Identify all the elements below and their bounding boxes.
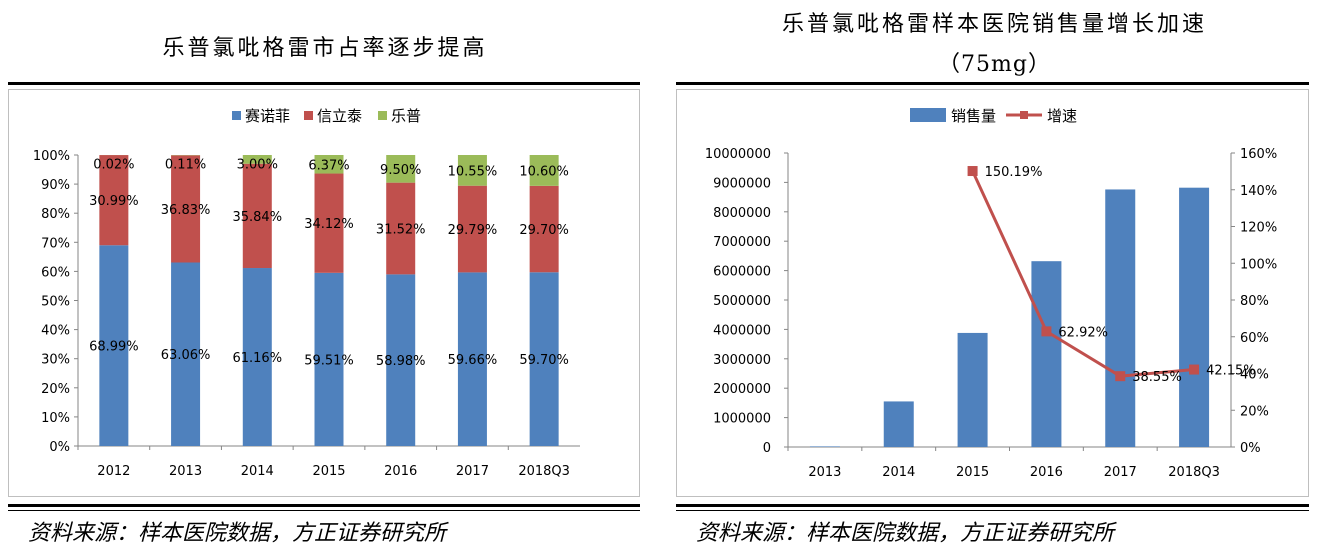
left-source-rule-top: [8, 504, 640, 507]
growth-data-label: 62.92%: [1058, 325, 1108, 340]
left-source-rule-bottom: [8, 510, 640, 511]
legend-swatch-sales: [910, 108, 946, 122]
y-right-tick-label: 80%: [1240, 294, 1269, 309]
y-right-tick-label: 140%: [1240, 184, 1277, 199]
y-right-tick-label: 100%: [1240, 257, 1277, 272]
data-label: 29.79%: [448, 223, 498, 238]
sales-bar: [1031, 261, 1061, 447]
growth-line: [973, 171, 1194, 376]
y-left-tick-label: 10000000: [705, 147, 771, 162]
x-tick-label: 2016: [1030, 465, 1063, 480]
legend-swatch-1: [232, 111, 241, 120]
data-label: 35.84%: [232, 210, 282, 225]
right-combo-chart: 销售量 增速 0 1000000 2000000 3000000 4000000 500000…: [676, 0, 1323, 546]
data-label: 6.37%: [308, 158, 349, 173]
data-label: 63.06%: [161, 348, 211, 363]
x-tick-label: 2014: [882, 465, 915, 480]
data-label: 10.55%: [448, 164, 498, 179]
growth-marker: [1115, 371, 1125, 381]
legend-label-growth: 增速: [1047, 107, 1077, 125]
data-label: 9.50%: [380, 163, 421, 178]
x-tick-label: 2015: [956, 465, 989, 480]
sales-bar: [1179, 188, 1209, 447]
data-label: 68.99%: [89, 340, 139, 355]
right-source-rule-bottom: [676, 510, 1309, 511]
y-tick-label: 90%: [41, 178, 70, 193]
y-left-tick-label: 0: [763, 441, 771, 456]
growth-marker: [968, 166, 978, 176]
growth-data-label: 42.15%: [1206, 364, 1256, 379]
x-tick-label: 2014: [241, 464, 274, 479]
y-left-tick-label: 6000000: [713, 265, 771, 280]
right-source-rule-top: [676, 504, 1309, 507]
data-label: 59.70%: [519, 353, 569, 368]
growth-data-label: 150.19%: [985, 165, 1043, 180]
y-right-tick-label: 160%: [1240, 147, 1277, 162]
legend-swatch-3: [378, 111, 387, 120]
left-source-note: 资料来源：样本医院数据，方正证券研究所: [28, 515, 446, 547]
x-tick-label: 2016: [384, 464, 417, 479]
legend-label-2: 信立泰: [317, 107, 362, 125]
x-tick-label: 2017: [456, 464, 489, 479]
sales-bar: [810, 446, 840, 447]
y-tick-label: 50%: [41, 295, 70, 310]
y-tick-label: 10%: [41, 411, 70, 426]
y-left-tick-label: 3000000: [713, 353, 771, 368]
y-left-tick-label: 2000000: [713, 382, 771, 397]
sales-bar: [1105, 189, 1135, 447]
sales-bar: [958, 333, 988, 447]
y-tick-label: 30%: [41, 353, 70, 368]
data-label: 29.70%: [519, 223, 569, 238]
x-tick-label: 2015: [312, 464, 345, 479]
data-label: 58.98%: [376, 354, 426, 369]
legend-label-3: 乐普: [391, 107, 421, 125]
y-left-tick-label: 4000000: [713, 323, 771, 338]
x-tick-label: 2018Q3: [1168, 465, 1220, 480]
data-label: 0.11%: [165, 158, 206, 173]
data-label: 10.60%: [519, 164, 569, 179]
data-label: 59.66%: [448, 353, 498, 368]
data-label: 30.99%: [89, 194, 139, 209]
data-label: 0.02%: [93, 158, 134, 173]
x-tick-label: 2018Q3: [518, 464, 570, 479]
y-right-tick-label: 20%: [1240, 404, 1269, 419]
y-left-tick-label: 1000000: [713, 412, 771, 427]
y-tick-label: 40%: [41, 324, 70, 339]
x-tick-label: 2017: [1104, 465, 1137, 480]
x-tick-label: 2012: [97, 464, 130, 479]
legend-marker-growth: [1020, 111, 1028, 119]
y-left-tick-label: 8000000: [713, 206, 771, 221]
growth-data-label: 38.55%: [1132, 370, 1182, 385]
y-left-tick-label: 9000000: [713, 176, 771, 191]
legend-swatch-2: [304, 111, 313, 120]
left-stacked-bar-chart: 赛诺菲 信立泰 乐普 0% 10% 20% 30% 40% 50% 60% 70% 80% 90% 100…: [0, 0, 650, 546]
y-tick-label: 70%: [41, 236, 70, 251]
y-left-tick-label: 7000000: [713, 235, 771, 250]
data-label: 61.16%: [232, 351, 282, 366]
growth-marker: [1041, 326, 1051, 336]
growth-marker: [1189, 365, 1199, 375]
legend-label-sales: 销售量: [951, 107, 996, 125]
data-label: 3.00%: [237, 158, 278, 173]
y-left-tick-label: 5000000: [713, 294, 771, 309]
y-tick-label: 60%: [41, 265, 70, 280]
data-label: 31.52%: [376, 223, 426, 238]
y-tick-label: 20%: [41, 382, 70, 397]
data-label: 34.12%: [304, 217, 354, 232]
data-label: 59.51%: [304, 353, 354, 368]
legend-label-1: 赛诺菲: [245, 107, 290, 125]
y-right-tick-label: 60%: [1240, 331, 1269, 346]
y-right-tick-label: 0%: [1240, 441, 1261, 456]
y-tick-label: 0%: [49, 440, 70, 455]
x-tick-label: 2013: [169, 464, 202, 479]
y-right-tick-label: 120%: [1240, 221, 1277, 236]
sales-bar: [884, 401, 914, 447]
x-tick-label: 2013: [808, 465, 841, 480]
data-label: 36.83%: [161, 203, 211, 218]
y-tick-label: 100%: [33, 149, 70, 164]
y-tick-label: 80%: [41, 207, 70, 222]
right-source-note: 资料来源：样本医院数据，方正证券研究所: [696, 515, 1114, 547]
